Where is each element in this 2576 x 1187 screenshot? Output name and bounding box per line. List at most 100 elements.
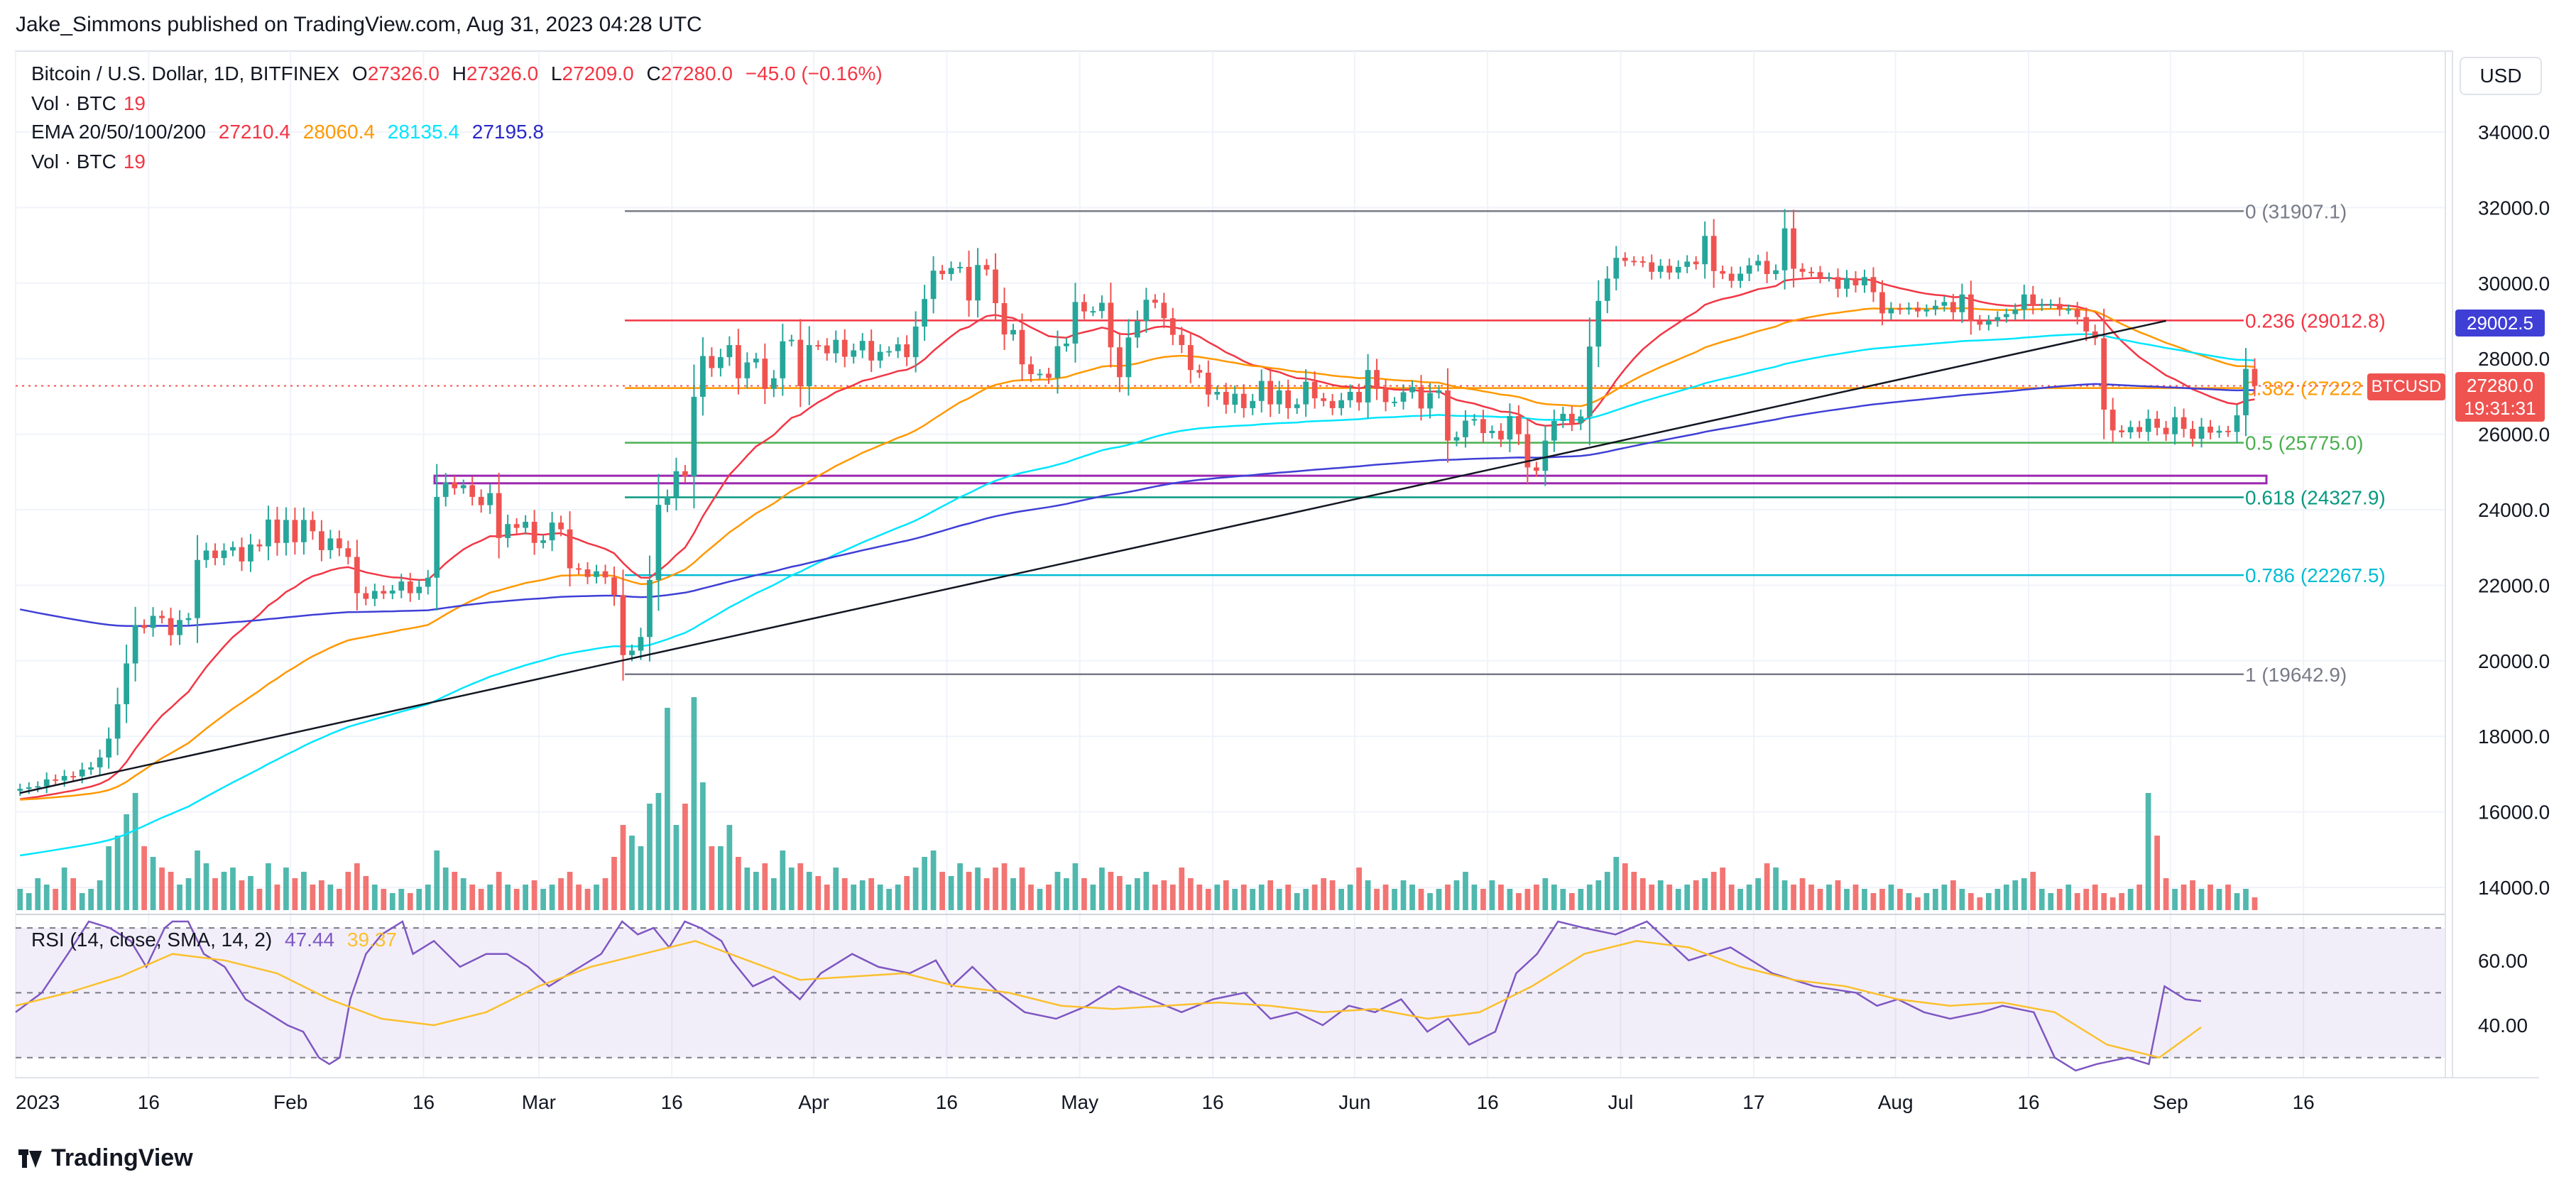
candle-body [665, 496, 670, 505]
volume-bar [1781, 880, 1788, 910]
volume-bar [2127, 889, 2134, 910]
candle-body [1799, 268, 1806, 272]
candle-body [150, 616, 156, 628]
volume-bar [1702, 878, 1708, 910]
price-tick-label: 18000.0 [2478, 726, 2550, 748]
volume-legend[interactable]: Vol · BTC 19 [31, 92, 146, 114]
volume-bar [17, 889, 23, 910]
bar-countdown: 19:31:31 [2464, 398, 2536, 419]
candle-body [425, 577, 431, 587]
candle-body [1933, 305, 1938, 310]
volume-bar [1374, 889, 1380, 910]
candle-body [975, 265, 981, 301]
volume-bar [1276, 889, 1282, 910]
volume-bar [1311, 885, 1318, 910]
volume-bar [1817, 889, 1823, 910]
candle-body [1143, 300, 1150, 321]
candle-body [1179, 334, 1185, 346]
candle-body [939, 270, 945, 275]
candle-body [841, 339, 848, 357]
volume-bar [212, 878, 218, 910]
candle-body [1578, 416, 1584, 424]
fib-label: 0.618 (24327.9) [2245, 487, 2386, 509]
volume-bar [35, 878, 41, 910]
candle-body [319, 531, 324, 550]
rsi-legend[interactable]: RSI (14, close, SMA, 14, 2) 47.44 39.37 [31, 929, 397, 951]
volume-legend-2[interactable]: Vol · BTC 19 [31, 151, 146, 173]
candle-body [1374, 370, 1380, 389]
volume-bar [1666, 885, 1673, 910]
publisher-credit: Jake_Simmons published on TradingView.co… [16, 13, 702, 36]
volume-bar [1445, 885, 1451, 910]
candle-body [2198, 426, 2205, 439]
volume-bar [469, 885, 476, 910]
candle-body [868, 341, 875, 361]
volume-bar [381, 889, 387, 910]
candle-body [1985, 321, 1992, 325]
candle-body [513, 524, 520, 528]
candle-body [1427, 393, 1433, 409]
candle-body [256, 544, 263, 547]
candle-body [1516, 416, 1522, 434]
candle-body [1258, 381, 1265, 401]
candle-body [1232, 393, 1238, 405]
candle-body [478, 496, 484, 505]
volume-bar [1028, 885, 1034, 910]
candle-body [1897, 308, 1903, 310]
volume-bar [26, 893, 32, 910]
fib-label: 0.786 (22267.5) [2245, 564, 2386, 586]
volume-bar [1791, 885, 1796, 910]
candle-body [1285, 390, 1292, 408]
volume-bar [1418, 889, 1424, 910]
volume-bar [2225, 885, 2231, 910]
currency-button[interactable]: USD [2460, 57, 2542, 95]
time-tick-label: May [1061, 1091, 1098, 1113]
time-tick-label: 16 [936, 1091, 958, 1113]
time-tick-label: Apr [798, 1091, 829, 1113]
volume-bar [1285, 885, 1292, 910]
last-price: 27280.0 [2467, 375, 2533, 396]
volume-bar [354, 863, 360, 910]
candle-body [1117, 347, 1123, 378]
candle-body [1152, 300, 1158, 303]
candle-body [114, 704, 121, 739]
low-value: L27209.0 [550, 62, 634, 84]
volume-bar [1356, 868, 1362, 910]
volume-bar [1968, 893, 1974, 910]
volume-bar [682, 804, 688, 910]
volume-bar [1081, 878, 1087, 910]
time-axis: 2023 16 Feb 16 Mar 16 Apr 16 May 16 Jun 16 Jul 17 Aug 1… [16, 1077, 2539, 1113]
volume-bar [256, 889, 263, 910]
candle-body [1524, 434, 1531, 468]
rsi-value: 47.44 [285, 929, 335, 951]
volume-bar [53, 889, 59, 910]
volume-bar [177, 885, 182, 910]
symbol-legend[interactable]: Bitcoin / U.S. Dollar, 1D, BITFINEX O273… [31, 62, 890, 85]
volume-bar [665, 708, 670, 910]
candle-body [966, 266, 972, 301]
volume-bar [1409, 885, 1415, 910]
volume-bar [1516, 893, 1522, 910]
volume-bar [1799, 878, 1806, 910]
candle-body [1250, 400, 1256, 408]
volume-bar [1524, 889, 1531, 910]
symbol-tag: BTCUSD [2367, 373, 2445, 400]
volume-bar [1179, 868, 1185, 910]
candle-body [1746, 265, 1752, 274]
candle-body [1835, 277, 1841, 289]
candle-body [638, 637, 644, 651]
candle-body [159, 616, 165, 618]
candle-body [2154, 418, 2160, 428]
volume-bar [1294, 893, 1300, 910]
candle-body [1081, 302, 1087, 312]
candle-body [141, 625, 147, 628]
volume-bar [567, 872, 573, 910]
volume-bar [1746, 885, 1752, 910]
candle-body [2243, 368, 2249, 415]
candle-body [168, 618, 174, 635]
candle-body [753, 359, 759, 363]
ema-legend[interactable]: EMA 20/50/100/200 27210.4 28060.4 28135.… [31, 121, 544, 143]
candle-body [2145, 418, 2151, 432]
rsi-tick-label: 40.00 [2478, 1014, 2528, 1036]
